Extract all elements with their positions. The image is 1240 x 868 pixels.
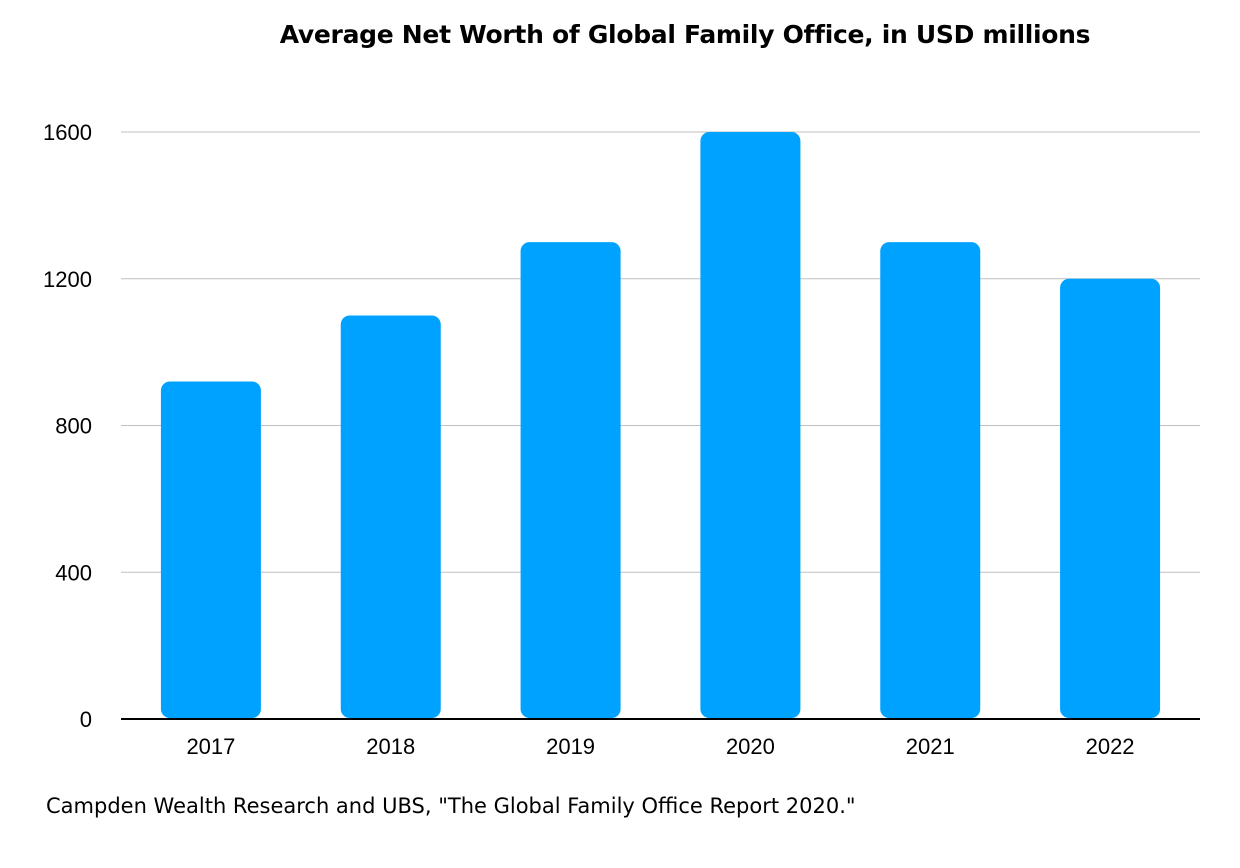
bar [880, 242, 981, 718]
bar [700, 132, 801, 718]
x-tick-label: 2020 [726, 734, 775, 759]
bar [340, 315, 441, 718]
y-tick-label: 1600 [43, 120, 92, 145]
source-note: Campden Wealth Research and UBS, "The Gl… [46, 794, 856, 818]
x-tick-label: 2017 [186, 734, 235, 759]
gridlines [121, 131, 1200, 573]
x-axis-tick-labels: 2017 2018 2019 2020 2021 2022 [186, 734, 1134, 759]
y-axis-tick-labels: 0 400 800 1200 1600 [43, 120, 92, 732]
y-tick-label: 800 [55, 414, 92, 439]
x-tick-label: 2019 [546, 734, 595, 759]
y-tick-label: 1200 [43, 267, 92, 292]
y-tick-label: 0 [80, 707, 92, 732]
x-tick-label: 2021 [906, 734, 955, 759]
x-tick-label: 2018 [366, 734, 415, 759]
bars [160, 132, 1161, 718]
chart-title: Average Net Worth of Global Family Offic… [279, 20, 1091, 49]
bar [160, 381, 261, 718]
y-tick-label: 400 [55, 560, 92, 585]
bar [520, 242, 621, 718]
x-tick-label: 2022 [1086, 734, 1135, 759]
bar-chart: 0 400 800 1200 1600 2017 2018 2019 2020 2021 2022 [43, 120, 1200, 759]
bar [1060, 278, 1161, 718]
